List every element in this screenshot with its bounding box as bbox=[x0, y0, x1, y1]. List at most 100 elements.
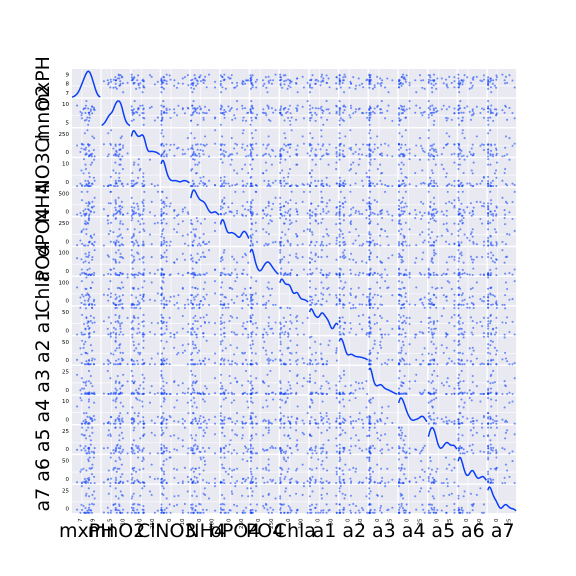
data-point bbox=[142, 272, 145, 275]
data-point bbox=[187, 148, 190, 151]
panel-a3-vs-mnO2 bbox=[101, 366, 130, 396]
data-point bbox=[229, 153, 232, 156]
data-point bbox=[173, 333, 176, 336]
data-point bbox=[503, 172, 506, 175]
data-point bbox=[379, 179, 382, 182]
data-point bbox=[427, 80, 430, 83]
data-point bbox=[371, 273, 375, 276]
data-point bbox=[173, 108, 176, 111]
data-point bbox=[192, 239, 195, 242]
data-point bbox=[219, 320, 222, 323]
data-point bbox=[295, 185, 299, 188]
data-point bbox=[308, 79, 311, 82]
data-point bbox=[79, 389, 82, 392]
data-point bbox=[373, 158, 376, 161]
data-point bbox=[355, 209, 358, 212]
data-point bbox=[160, 104, 163, 107]
data-point bbox=[191, 303, 195, 306]
data-point bbox=[191, 326, 194, 329]
data-point bbox=[459, 276, 462, 279]
data-point bbox=[373, 303, 376, 306]
data-point bbox=[131, 333, 134, 336]
data-point bbox=[479, 320, 482, 323]
data-point bbox=[348, 331, 351, 334]
data-point bbox=[311, 272, 314, 275]
data-point bbox=[472, 206, 475, 209]
data-point bbox=[335, 161, 338, 164]
panel-PO4-vs-a3 bbox=[368, 247, 398, 277]
data-point bbox=[314, 294, 317, 297]
data-point bbox=[256, 113, 259, 116]
data-point bbox=[92, 148, 95, 152]
data-point bbox=[423, 296, 426, 299]
data-point bbox=[492, 119, 495, 122]
data-point bbox=[354, 182, 357, 185]
data-point bbox=[450, 118, 453, 121]
panel-Cl-vs-a7 bbox=[487, 128, 517, 158]
data-point bbox=[475, 357, 478, 360]
data-point bbox=[371, 87, 375, 90]
data-point bbox=[220, 286, 223, 289]
data-point bbox=[487, 335, 490, 338]
data-point bbox=[114, 209, 117, 212]
data-point bbox=[460, 149, 463, 152]
panel-PO4-vs-oPO4 bbox=[219, 247, 250, 277]
data-point bbox=[79, 211, 82, 215]
data-point bbox=[107, 153, 110, 156]
data-point bbox=[183, 76, 186, 79]
data-point bbox=[296, 274, 299, 277]
data-point bbox=[84, 351, 87, 354]
data-point bbox=[227, 306, 230, 309]
panel-mnO2-vs-a2 bbox=[338, 98, 369, 127]
data-point bbox=[122, 257, 125, 260]
data-point bbox=[503, 154, 506, 157]
data-point bbox=[107, 333, 110, 336]
data-point bbox=[369, 129, 372, 132]
data-point bbox=[504, 146, 507, 149]
data-point bbox=[339, 222, 342, 225]
data-point bbox=[84, 244, 87, 247]
data-point bbox=[433, 241, 436, 244]
data-point bbox=[109, 229, 112, 233]
data-point bbox=[391, 155, 394, 158]
data-point bbox=[325, 183, 328, 186]
data-point bbox=[156, 80, 159, 83]
data-point bbox=[195, 303, 198, 306]
data-point bbox=[116, 235, 119, 238]
data-point bbox=[162, 385, 165, 388]
panel-a1-vs-oPO4 bbox=[219, 306, 250, 336]
data-point bbox=[350, 163, 353, 166]
data-point bbox=[175, 214, 179, 217]
data-point bbox=[233, 353, 236, 356]
panel-background bbox=[161, 158, 190, 187]
data-point bbox=[175, 86, 179, 89]
panel-Chla-vs-Chla bbox=[279, 276, 309, 306]
data-point bbox=[138, 231, 141, 234]
data-point bbox=[91, 349, 94, 352]
data-point bbox=[335, 105, 338, 108]
data-point bbox=[90, 105, 93, 108]
data-point bbox=[126, 316, 129, 319]
data-point bbox=[119, 143, 122, 146]
data-point bbox=[142, 204, 145, 208]
data-point bbox=[414, 79, 417, 82]
data-point bbox=[415, 244, 418, 247]
data-point bbox=[85, 380, 88, 383]
data-point bbox=[400, 112, 403, 115]
data-point bbox=[93, 158, 96, 161]
data-point bbox=[338, 214, 341, 217]
data-point bbox=[133, 183, 136, 186]
data-point bbox=[314, 163, 317, 166]
data-point bbox=[79, 239, 82, 242]
panel-Cl-vs-a1 bbox=[308, 128, 338, 158]
data-point bbox=[148, 298, 152, 301]
data-point bbox=[222, 149, 225, 152]
data-point bbox=[82, 333, 85, 336]
data-point bbox=[511, 320, 514, 323]
data-point bbox=[160, 339, 163, 342]
data-point bbox=[457, 77, 460, 80]
panel-mnO2-vs-a5 bbox=[427, 98, 457, 127]
data-point bbox=[349, 184, 352, 187]
data-point bbox=[430, 147, 433, 150]
panel-oPO4-vs-oPO4 bbox=[219, 217, 250, 246]
